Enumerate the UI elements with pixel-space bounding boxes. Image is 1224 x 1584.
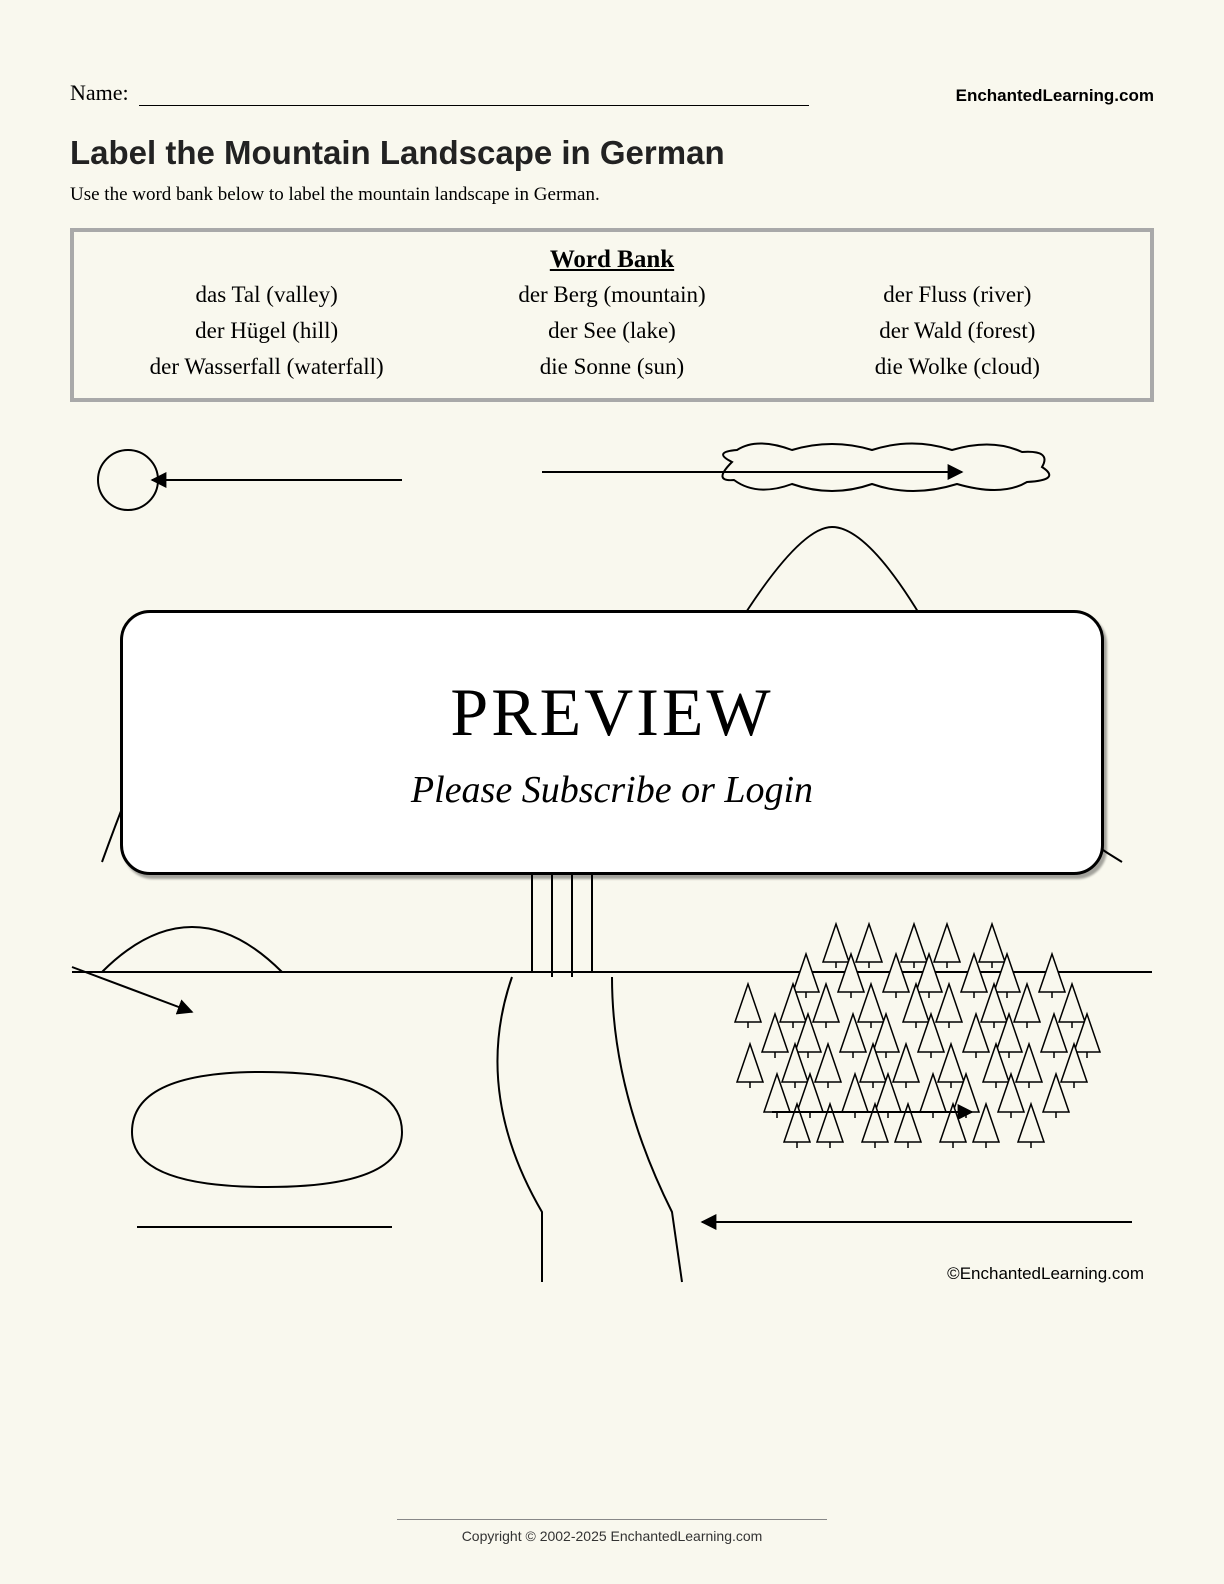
name-field: Name: <box>70 80 936 106</box>
instruction-text: Use the word bank below to label the mou… <box>70 184 1154 206</box>
copyright-text: Copyright © 2002-2025 EnchantedLearning.… <box>0 1528 1224 1544</box>
word-bank-item: der Wald (forest) <box>785 318 1130 344</box>
footer: Copyright © 2002-2025 EnchantedLearning.… <box>0 1519 1224 1544</box>
word-bank: Word Bank das Tal (valley) der Berg (mou… <box>70 228 1154 402</box>
name-label: Name: <box>70 80 129 106</box>
preview-subtitle: Please Subscribe or Login <box>411 768 813 812</box>
word-bank-item: der See (lake) <box>439 318 784 344</box>
word-bank-item: die Sonne (sun) <box>439 354 784 380</box>
word-bank-grid: das Tal (valley) der Berg (mountain) der… <box>94 282 1130 380</box>
name-input-line[interactable] <box>139 104 809 106</box>
word-bank-title: Word Bank <box>94 246 1130 274</box>
landscape-diagram: PREVIEW Please Subscribe or Login ©Encha… <box>70 432 1154 1292</box>
word-bank-item: die Wolke (cloud) <box>785 354 1130 380</box>
site-credit: EnchantedLearning.com <box>956 86 1154 106</box>
header-row: Name: EnchantedLearning.com <box>70 80 1154 106</box>
preview-title: PREVIEW <box>450 673 773 752</box>
footer-divider <box>397 1519 827 1520</box>
page-title: Label the Mountain Landscape in German <box>70 134 1154 172</box>
word-bank-item: der Fluss (river) <box>785 282 1130 308</box>
word-bank-item: der Wasserfall (waterfall) <box>94 354 439 380</box>
preview-overlay: PREVIEW Please Subscribe or Login <box>120 610 1104 875</box>
word-bank-item: der Hügel (hill) <box>94 318 439 344</box>
word-bank-item: das Tal (valley) <box>94 282 439 308</box>
worksheet-page: Name: EnchantedLearning.com Label the Mo… <box>0 0 1224 1584</box>
word-bank-item: der Berg (mountain) <box>439 282 784 308</box>
diagram-credit: ©EnchantedLearning.com <box>947 1264 1144 1284</box>
